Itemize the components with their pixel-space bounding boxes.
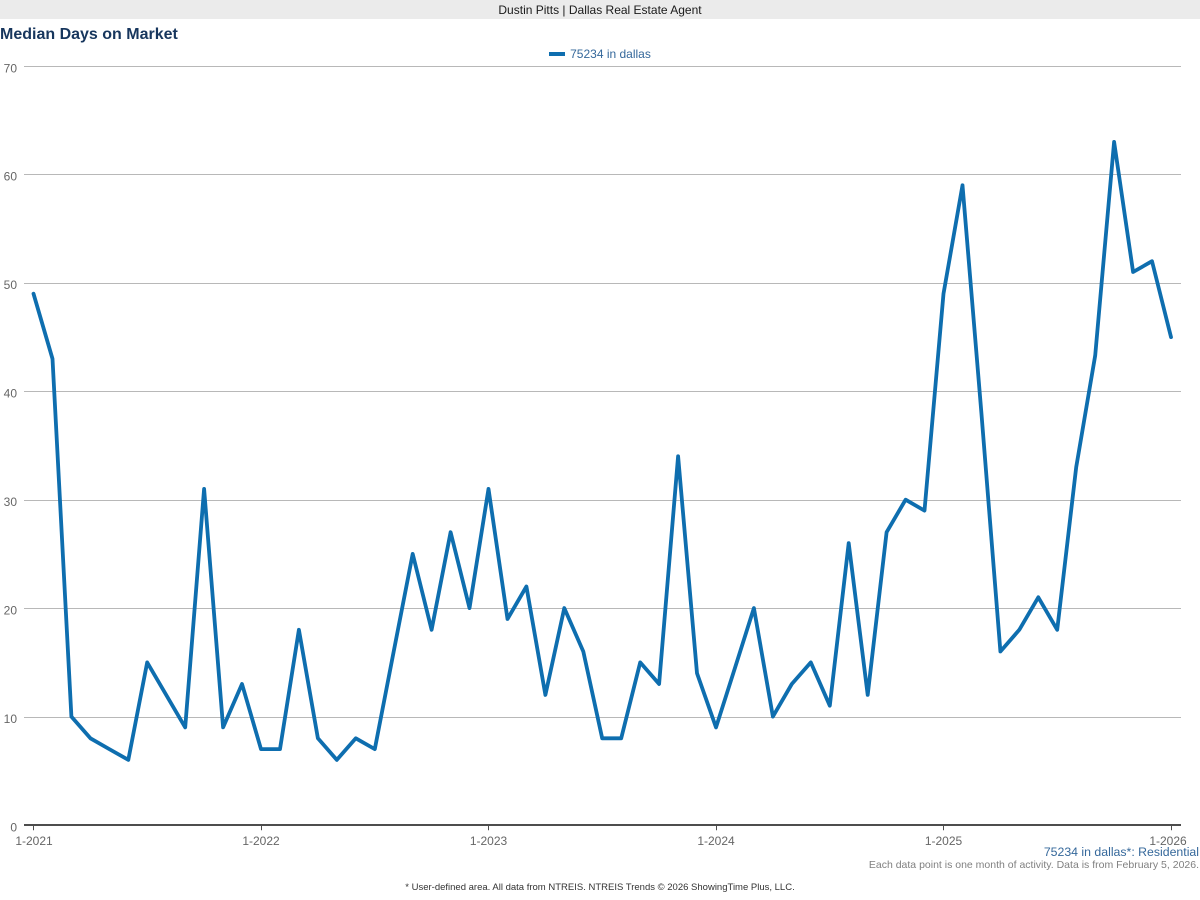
svg-text:0: 0: [10, 820, 17, 834]
svg-text:40: 40: [4, 387, 18, 401]
svg-text:1-2025: 1-2025: [925, 834, 963, 848]
svg-text:1-2024: 1-2024: [697, 834, 735, 848]
svg-text:30: 30: [4, 495, 18, 509]
svg-text:1-2022: 1-2022: [242, 834, 280, 848]
svg-text:20: 20: [4, 603, 18, 617]
svg-text:70: 70: [4, 61, 18, 75]
svg-text:50: 50: [4, 278, 18, 292]
svg-text:10: 10: [4, 712, 18, 726]
svg-text:1-2026: 1-2026: [1149, 834, 1187, 848]
svg-text:1-2023: 1-2023: [470, 834, 508, 848]
svg-text:1-2021: 1-2021: [15, 834, 53, 848]
svg-text:60: 60: [4, 170, 18, 184]
